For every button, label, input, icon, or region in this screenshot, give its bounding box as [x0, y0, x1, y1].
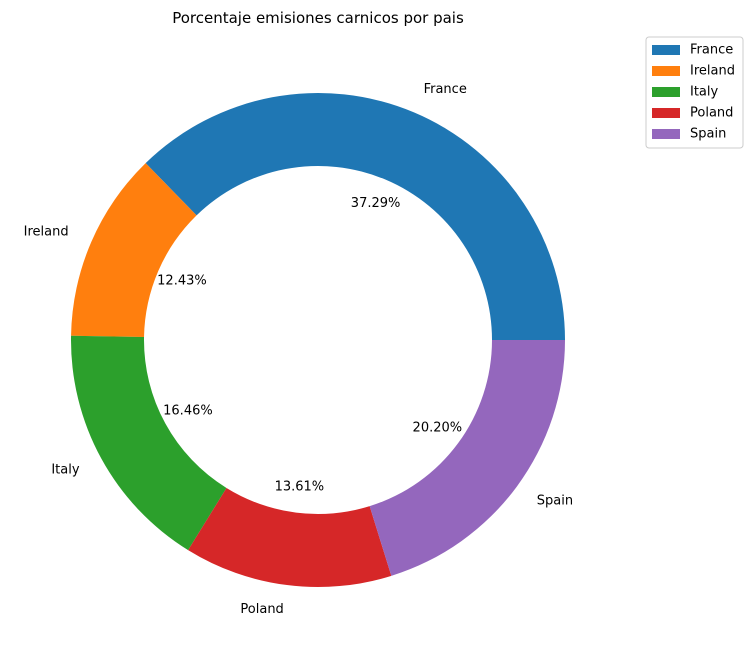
slice-label-italy: Italy	[51, 463, 80, 478]
percent-label-poland: 13.61%	[275, 480, 325, 495]
percent-label-spain: 20.20%	[413, 420, 463, 435]
slice-label-spain: Spain	[537, 494, 573, 509]
slice-label-poland: Poland	[240, 602, 283, 617]
legend-swatch-spain	[652, 129, 680, 139]
slice-italy	[71, 335, 227, 551]
legend-swatch-poland	[652, 108, 680, 118]
slices-group	[71, 93, 565, 587]
legend-swatch-italy	[652, 87, 680, 97]
percent-label-ireland: 12.43%	[157, 274, 207, 289]
legend-frame	[645, 36, 744, 149]
legend-label-ireland: Ireland	[690, 64, 735, 79]
slice-spain	[369, 340, 565, 576]
slice-ireland	[71, 163, 197, 337]
legend-label-france: France	[690, 43, 733, 58]
percent-labels-group: 37.29% 12.43% 16.46% 13.61% 20.20%	[157, 196, 462, 495]
legend-label-italy: Italy	[690, 85, 719, 100]
legend-swatch-france	[652, 45, 680, 55]
legend-swatch-ireland	[652, 66, 680, 76]
slice-poland	[188, 487, 392, 587]
slice-label-france: France	[424, 82, 467, 97]
percent-label-france: 37.29%	[351, 196, 401, 211]
legend-label-spain: Spain	[690, 127, 726, 142]
legend: France Ireland Italy Poland Spain	[645, 36, 744, 149]
slice-labels-group: France Ireland Italy Poland Spain	[24, 82, 574, 617]
chart-title: Porcentaje emisiones carnicos por pais	[172, 9, 464, 27]
slice-france	[145, 93, 565, 340]
slice-label-ireland: Ireland	[24, 225, 69, 240]
legend-label-poland: Poland	[690, 106, 733, 121]
percent-label-italy: 16.46%	[163, 404, 213, 419]
